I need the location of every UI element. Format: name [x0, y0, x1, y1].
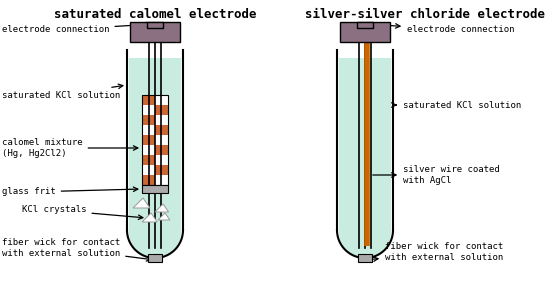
Text: silver wire coated
with AgCl: silver wire coated with AgCl — [373, 165, 500, 185]
Bar — [155, 105, 168, 115]
Text: silver-silver chloride electrode: silver-silver chloride electrode — [305, 8, 545, 21]
Bar — [155, 175, 168, 185]
Bar — [142, 115, 155, 125]
Text: electrode connection: electrode connection — [368, 24, 514, 34]
Bar — [155, 125, 168, 135]
Bar — [130, 22, 180, 42]
Bar — [142, 135, 155, 145]
Bar — [357, 22, 373, 28]
Polygon shape — [129, 58, 181, 232]
Bar — [142, 165, 155, 175]
Bar — [358, 254, 372, 262]
Bar — [142, 185, 168, 193]
Bar — [155, 115, 168, 125]
Bar — [148, 254, 162, 262]
Bar — [142, 105, 155, 115]
Polygon shape — [158, 213, 170, 220]
Bar — [142, 155, 155, 165]
Polygon shape — [133, 198, 150, 208]
Bar — [155, 145, 168, 155]
Text: fiber wick for contact
with external solution: fiber wick for contact with external sol… — [368, 242, 503, 262]
Bar — [155, 165, 168, 175]
Text: fiber wick for contact
with external solution: fiber wick for contact with external sol… — [2, 238, 151, 261]
Text: saturated KCl solution: saturated KCl solution — [391, 101, 522, 110]
Text: saturated calomel electrode: saturated calomel electrode — [54, 8, 256, 21]
Bar — [155, 135, 168, 145]
Bar — [142, 95, 155, 105]
Bar — [142, 125, 155, 135]
Text: KCl crystals: KCl crystals — [22, 205, 143, 219]
Bar — [340, 22, 390, 42]
Polygon shape — [142, 213, 157, 222]
Bar — [155, 95, 168, 105]
Wedge shape — [339, 232, 391, 258]
Text: saturated KCl solution: saturated KCl solution — [2, 84, 123, 99]
Bar — [155, 155, 168, 165]
Text: electrode connection: electrode connection — [2, 22, 151, 34]
Bar — [142, 175, 155, 185]
Polygon shape — [155, 204, 168, 212]
Wedge shape — [129, 232, 181, 258]
Bar — [142, 95, 168, 185]
Text: calomel mixture
(Hg, Hg2Cl2): calomel mixture (Hg, Hg2Cl2) — [2, 138, 138, 158]
Text: glass frit: glass frit — [2, 187, 138, 197]
Polygon shape — [339, 58, 391, 232]
Bar — [142, 145, 155, 155]
Bar — [147, 22, 163, 28]
